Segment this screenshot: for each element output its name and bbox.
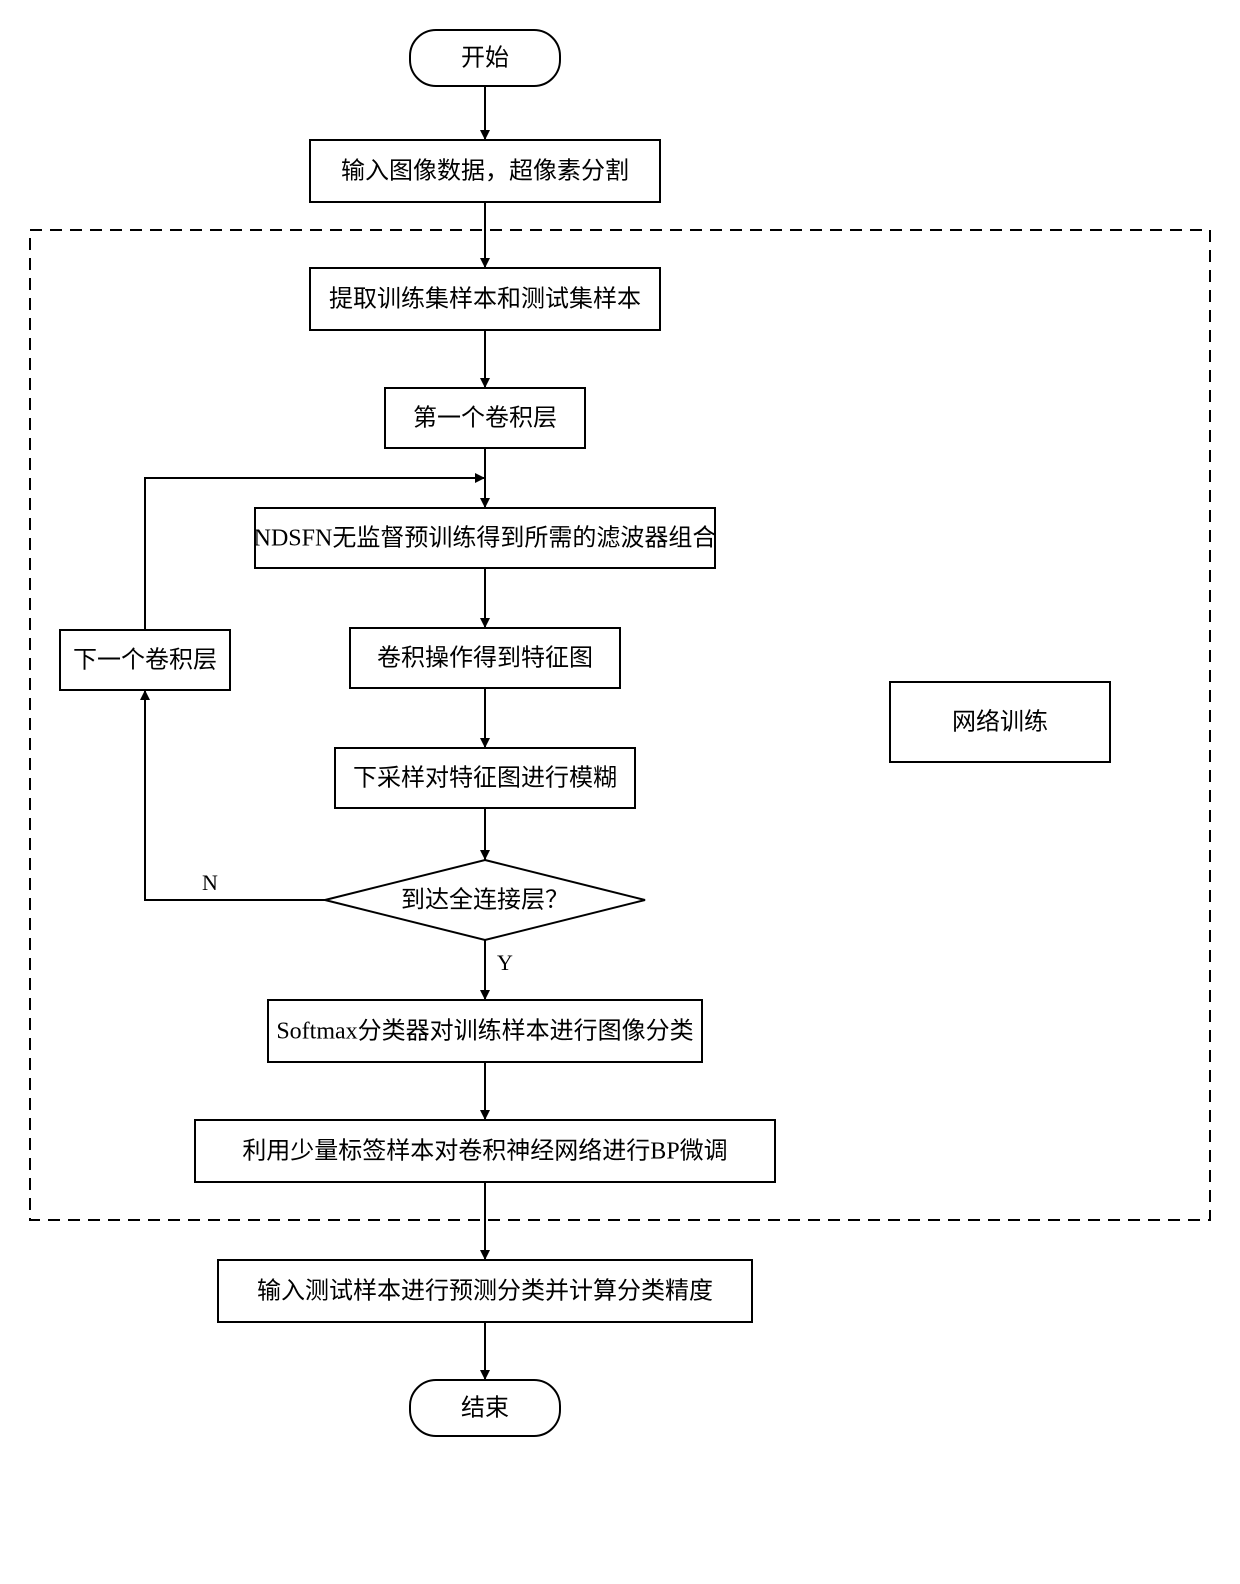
node-n6: 下采样对特征图进行模糊 [335,748,635,808]
flowchart-canvas: Y N 开始输入图像数据，超像素分割提取训练集样本和测试集样本第一个卷积层 NDSF… [0,0,1240,1584]
node-side: 下一个卷积层 [60,630,230,690]
node-label-end: 结束 [461,1395,509,1422]
node-label-n1: 输入图像数据，超像素分割 [341,158,629,185]
node-label-rlabel: 网络训练 [952,709,1048,736]
node-label-n4: NDSFN无监督预训练得到所需的滤波器组合 [254,525,717,552]
node-label-n2: 提取训练集样本和测试集样本 [329,286,641,313]
node-n2: 提取训练集样本和测试集样本 [310,268,660,330]
edge-d1-side [145,690,325,900]
node-n3: 第一个卷积层 [385,388,585,448]
node-n5: 卷积操作得到特征图 [350,628,620,688]
node-n8: 利用少量标签样本对卷积神经网络进行BP微调 [195,1120,775,1182]
node-label-side: 下一个卷积层 [73,647,217,674]
edge-label-Y: Y [497,950,513,975]
node-rlabel: 网络训练 [890,682,1110,762]
node-n9: 输入测试样本进行预测分类并计算分类精度 [218,1260,752,1322]
node-label-n9: 输入测试样本进行预测分类并计算分类精度 [257,1278,713,1305]
node-n7: Softmax分类器对训练样本进行图像分类 [268,1000,702,1062]
node-label-start: 开始 [461,45,509,72]
node-label-n6: 下采样对特征图进行模糊 [353,765,617,792]
node-n1: 输入图像数据，超像素分割 [310,140,660,202]
node-label-n7: Softmax分类器对训练样本进行图像分类 [276,1018,693,1045]
node-n4: NDSFN无监督预训练得到所需的滤波器组合 [254,508,717,568]
nodes-layer: 开始输入图像数据，超像素分割提取训练集样本和测试集样本第一个卷积层 NDSFN无监… [60,30,1110,1436]
node-d1: 到达全连接层？ [325,860,645,940]
edge-label-N: N [202,870,218,895]
node-start: 开始 [410,30,560,86]
node-end: 结束 [410,1380,560,1436]
node-label-d1: 到达全连接层？ [401,887,569,914]
node-label-n8: 利用少量标签样本对卷积神经网络进行BP微调 [242,1138,727,1165]
node-label-n5: 卷积操作得到特征图 [377,645,593,672]
node-label-n3: 第一个卷积层 [413,405,557,432]
